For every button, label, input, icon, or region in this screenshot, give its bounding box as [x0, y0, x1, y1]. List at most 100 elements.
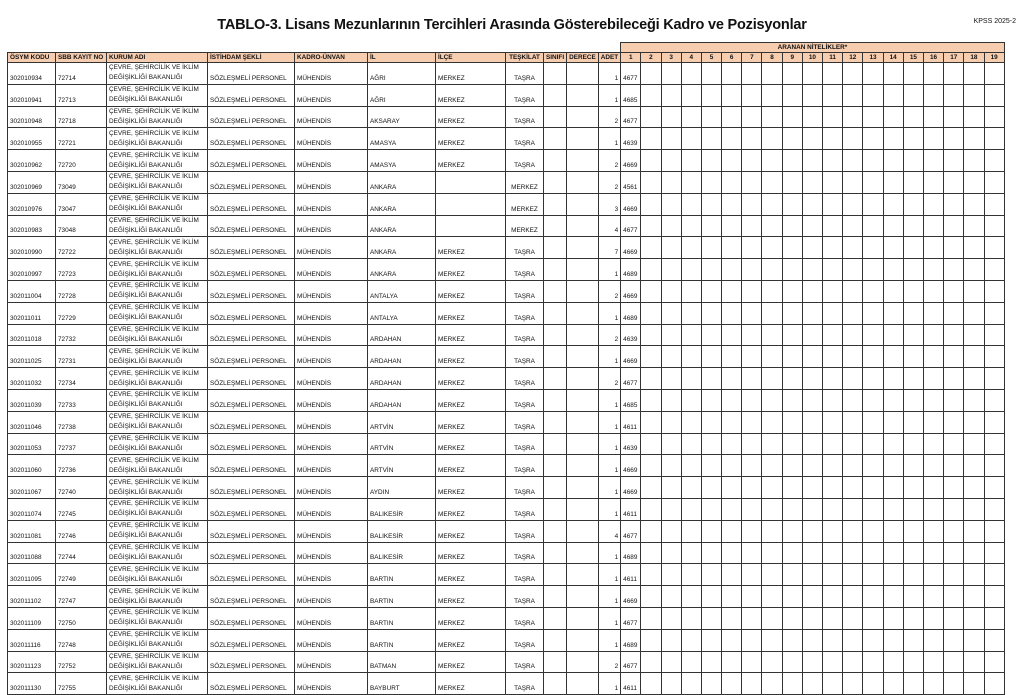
osym-kodu-cell: 302010962: [7, 149, 56, 172]
adet-cell: 1: [597, 476, 622, 499]
istihdam-sekli-cell: SÖZLEŞMELİ PERSONEL: [207, 170, 295, 194]
nitelik-cell: [741, 62, 763, 85]
kadro-unvan-cell: MÜHENDİS: [294, 606, 368, 630]
kurum-adi-cell: ÇEVRE, ŞEHİRCİLİK VE İKLİM DEĞİŞİKLİĞİ BA…: [106, 323, 208, 347]
nitelik-cell: [640, 432, 662, 456]
column-header: DERECE: [566, 52, 599, 63]
nitelik-cell: 4639: [620, 432, 642, 456]
nitelik-cell: [983, 497, 1005, 521]
kadro-unvan-cell: MÜHENDİS: [294, 563, 368, 587]
il-cell: ANTALYA: [367, 279, 436, 303]
osym-kodu-cell: 302011074: [7, 497, 56, 521]
nitelik-cell: [943, 519, 965, 543]
kurum-adi-cell: ÇEVRE, ŞEHİRCİLİK VE İKLİM DEĞİŞİKLİĞİ BA…: [106, 410, 208, 434]
adet-cell: 1: [597, 388, 622, 412]
nitelik-cell: 4611: [620, 410, 642, 434]
nitelik-cell: [983, 345, 1005, 369]
nitelik-cell: [680, 149, 702, 172]
nitelik-cell: [902, 105, 924, 129]
istihdam-sekli-cell: SÖZLEŞMELİ PERSONEL: [207, 258, 295, 281]
kurum-line2: DEĞİŞİKLİĞİ BAKANLIĞI: [109, 575, 183, 583]
nitelik-cell: [640, 345, 662, 369]
nitelik-column-header: 3: [660, 52, 682, 63]
table-row: 302011081 72746 ÇEVRE, ŞEHİRCİLİK VE İKLİM…: [7, 519, 1005, 543]
derece-cell: [566, 519, 599, 543]
nitelik-cell: [862, 279, 884, 303]
kadro-unvan-cell: MÜHENDİS: [294, 62, 368, 85]
kadro-unvan-cell: MÜHENDİS: [294, 585, 368, 608]
ilce-cell: MERKEZ: [435, 410, 506, 434]
nitelik-cell: [862, 236, 884, 260]
sbb-kayit-no-cell: 72718: [55, 105, 107, 129]
nitelik-cell: [842, 127, 864, 151]
sinifi-cell: [542, 497, 568, 521]
nitelik-cell: [943, 83, 965, 107]
adet-cell: 1: [597, 585, 622, 608]
nitelik-cell: [963, 192, 985, 216]
teskilat-cell: TAŞRA: [505, 476, 544, 499]
derece-cell: [566, 541, 599, 565]
sinifi-cell: [542, 236, 568, 260]
sinifi-cell: [542, 83, 568, 107]
ilce-cell: MERKEZ: [435, 301, 506, 325]
nitelik-cell: 4561: [620, 170, 642, 194]
adet-cell: 2: [597, 149, 622, 172]
nitelik-cell: [721, 388, 743, 412]
ilce-cell: MERKEZ: [435, 345, 506, 369]
kurum-adi-cell: ÇEVRE, ŞEHİRCİLİK VE İKLİM DEĞİŞİKLİĞİ BA…: [106, 62, 208, 85]
nitelik-cell: [781, 105, 803, 129]
nitelik-cell: [983, 585, 1005, 608]
teskilat-cell: TAŞRA: [505, 127, 544, 151]
nitelik-cell: [660, 62, 682, 85]
nitelik-cell: [801, 606, 824, 630]
osym-kodu-cell: 302010990: [7, 236, 56, 260]
kurum-line2: DEĞİŞİKLİĞİ BAKANLIĞI: [109, 597, 183, 605]
table-row: 302011109 72750 ÇEVRE, ŞEHİRCİLİK VE İKLİM…: [7, 606, 1005, 630]
nitelik-cell: [882, 432, 904, 456]
kurum-adi-cell: ÇEVRE, ŞEHİRCİLİK VE İKLİM DEĞİŞİKLİĞİ BA…: [106, 454, 208, 478]
teskilat-cell: TAŞRA: [505, 497, 544, 521]
nitelik-cell: [721, 170, 743, 194]
sbb-kayit-no-cell: 72737: [55, 432, 107, 456]
il-cell: ARTVİN: [367, 454, 436, 478]
teskilat-cell: MERKEZ: [505, 214, 544, 238]
nitelik-cell: [781, 170, 803, 194]
nitelik-cell: [721, 367, 743, 390]
nitelik-cell: [983, 388, 1005, 412]
nitelik-cell: [943, 323, 965, 347]
nitelik-cell: [902, 606, 924, 630]
ilce-cell: MERKEZ: [435, 432, 506, 456]
derece-cell: [566, 170, 599, 194]
nitelik-cell: [882, 258, 904, 281]
istihdam-sekli-cell: SÖZLEŞMELİ PERSONEL: [207, 62, 295, 85]
nitelik-cell: [842, 62, 864, 85]
nitelik-cell: [761, 519, 783, 543]
nitelik-cell: [822, 432, 844, 456]
adet-cell: 1: [597, 541, 622, 565]
nitelik-cell: 4689: [620, 258, 642, 281]
nitelik-cell: [721, 628, 743, 652]
nitelik-cell: [741, 388, 763, 412]
nitelik-cell: [882, 476, 904, 499]
nitelik-cell: [680, 476, 702, 499]
nitelik-cell: [882, 606, 904, 630]
istihdam-sekli-cell: SÖZLEŞMELİ PERSONEL: [207, 83, 295, 107]
teskilat-cell: TAŞRA: [505, 323, 544, 347]
nitelik-cell: [640, 301, 662, 325]
nitelik-cell: [822, 606, 844, 630]
nitelik-cell: [983, 519, 1005, 543]
nitelik-cell: [781, 258, 803, 281]
derece-cell: [566, 367, 599, 390]
derece-cell: [566, 345, 599, 369]
nitelik-cell: [922, 192, 945, 216]
teskilat-cell: TAŞRA: [505, 628, 544, 652]
nitelik-cell: 4689: [620, 541, 642, 565]
nitelik-cell: [761, 432, 783, 456]
nitelik-cell: [983, 628, 1005, 652]
adet-cell: 1: [597, 497, 622, 521]
nitelik-cell: [882, 214, 904, 238]
nitelik-cell: [822, 367, 844, 390]
column-header: SINIFI: [542, 52, 568, 63]
nitelik-cell: [882, 170, 904, 194]
teskilat-cell: TAŞRA: [505, 83, 544, 107]
